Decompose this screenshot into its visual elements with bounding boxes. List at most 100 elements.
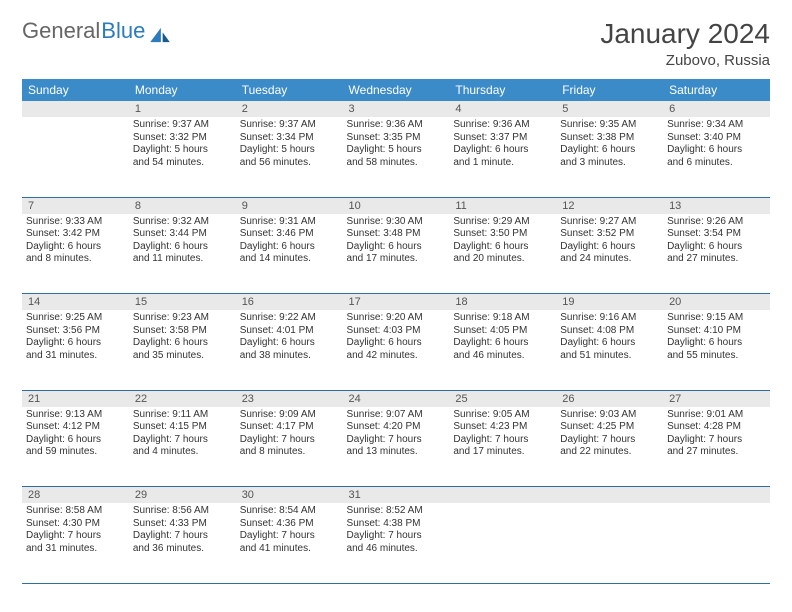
day-cell: Sunrise: 8:56 AMSunset: 4:33 PMDaylight:… xyxy=(129,503,236,583)
day-info-line: Daylight: 6 hours xyxy=(133,241,232,254)
day-number: 24 xyxy=(343,390,450,407)
day-info-line: Sunset: 4:28 PM xyxy=(667,421,766,434)
day-info-line: Sunrise: 9:26 AM xyxy=(667,216,766,229)
day-info-line: Sunset: 4:01 PM xyxy=(240,325,339,338)
day-info-line: Sunrise: 9:36 AM xyxy=(453,119,552,132)
day-cell: Sunrise: 9:30 AMSunset: 3:48 PMDaylight:… xyxy=(343,214,450,294)
day-info-line: Sunset: 4:10 PM xyxy=(667,325,766,338)
day-cell: Sunrise: 9:36 AMSunset: 3:35 PMDaylight:… xyxy=(343,117,450,197)
day-info-line: Sunrise: 9:37 AM xyxy=(240,119,339,132)
day-info-line: Sunset: 3:46 PM xyxy=(240,228,339,241)
calendar-table: Sunday Monday Tuesday Wednesday Thursday… xyxy=(22,79,770,584)
day-info-line: and 4 minutes. xyxy=(133,446,232,459)
day-info-line: Sunrise: 9:05 AM xyxy=(453,409,552,422)
day-info-line: Sunset: 4:30 PM xyxy=(26,518,125,531)
day-info-line: Sunrise: 9:36 AM xyxy=(347,119,446,132)
day-info-line: Sunset: 3:54 PM xyxy=(667,228,766,241)
day-info-line: Sunset: 4:38 PM xyxy=(347,518,446,531)
day-info-line: Sunset: 4:23 PM xyxy=(453,421,552,434)
day-cell: Sunrise: 9:26 AMSunset: 3:54 PMDaylight:… xyxy=(663,214,770,294)
day-number: 30 xyxy=(236,487,343,504)
logo-text-blue: Blue xyxy=(101,18,145,44)
day-info-line: Daylight: 7 hours xyxy=(347,434,446,447)
day-info-line: Daylight: 6 hours xyxy=(133,337,232,350)
day-number: 15 xyxy=(129,294,236,311)
day-info-line: Daylight: 6 hours xyxy=(240,337,339,350)
day-info-line: Daylight: 5 hours xyxy=(133,144,232,157)
day-info-line: Sunset: 3:38 PM xyxy=(560,132,659,145)
day-info-line: Daylight: 6 hours xyxy=(667,144,766,157)
day-info-line: and 17 minutes. xyxy=(347,253,446,266)
day-number: 29 xyxy=(129,487,236,504)
day-info-line: Sunrise: 8:54 AM xyxy=(240,505,339,518)
day-content-row: Sunrise: 9:33 AMSunset: 3:42 PMDaylight:… xyxy=(22,214,770,294)
day-info-line: and 3 minutes. xyxy=(560,157,659,170)
title-block: January 2024 Zubovo, Russia xyxy=(600,18,770,69)
day-cell: Sunrise: 9:36 AMSunset: 3:37 PMDaylight:… xyxy=(449,117,556,197)
weekday-header-row: Sunday Monday Tuesday Wednesday Thursday… xyxy=(22,79,770,101)
day-number: 31 xyxy=(343,487,450,504)
day-info-line: Sunset: 3:48 PM xyxy=(347,228,446,241)
day-info-line: and 1 minute. xyxy=(453,157,552,170)
day-info-line: and 51 minutes. xyxy=(560,350,659,363)
day-cell: Sunrise: 9:37 AMSunset: 3:32 PMDaylight:… xyxy=(129,117,236,197)
day-info-line: Sunrise: 9:29 AM xyxy=(453,216,552,229)
day-cell xyxy=(22,117,129,197)
logo-sail-icon xyxy=(149,23,171,39)
day-info-line: Sunrise: 9:37 AM xyxy=(133,119,232,132)
day-content-row: Sunrise: 9:37 AMSunset: 3:32 PMDaylight:… xyxy=(22,117,770,197)
day-info-line: and 6 minutes. xyxy=(667,157,766,170)
day-info-line: Sunrise: 9:20 AM xyxy=(347,312,446,325)
day-cell: Sunrise: 9:29 AMSunset: 3:50 PMDaylight:… xyxy=(449,214,556,294)
day-number xyxy=(556,487,663,504)
header: GeneralBlue January 2024 Zubovo, Russia xyxy=(22,18,770,69)
day-number: 4 xyxy=(449,101,556,117)
day-info-line: Sunrise: 9:32 AM xyxy=(133,216,232,229)
day-info-line: Sunset: 4:03 PM xyxy=(347,325,446,338)
day-info-line: Sunset: 3:34 PM xyxy=(240,132,339,145)
day-info-line: and 14 minutes. xyxy=(240,253,339,266)
day-info-line: Sunrise: 9:33 AM xyxy=(26,216,125,229)
day-info-line: Daylight: 6 hours xyxy=(453,144,552,157)
day-info-line: Daylight: 6 hours xyxy=(560,144,659,157)
day-cell: Sunrise: 9:05 AMSunset: 4:23 PMDaylight:… xyxy=(449,407,556,487)
day-info-line: Sunrise: 8:52 AM xyxy=(347,505,446,518)
day-info-line: Sunset: 3:40 PM xyxy=(667,132,766,145)
day-number: 22 xyxy=(129,390,236,407)
day-number: 16 xyxy=(236,294,343,311)
day-number: 23 xyxy=(236,390,343,407)
day-info-line: and 56 minutes. xyxy=(240,157,339,170)
page-title: January 2024 xyxy=(600,18,770,50)
day-info-line: Daylight: 6 hours xyxy=(26,434,125,447)
day-info-line: Sunrise: 9:15 AM xyxy=(667,312,766,325)
day-content-row: Sunrise: 8:58 AMSunset: 4:30 PMDaylight:… xyxy=(22,503,770,583)
day-content-row: Sunrise: 9:25 AMSunset: 3:56 PMDaylight:… xyxy=(22,310,770,390)
day-info-line: Sunset: 4:36 PM xyxy=(240,518,339,531)
day-info-line: and 17 minutes. xyxy=(453,446,552,459)
day-info-line: Sunrise: 9:25 AM xyxy=(26,312,125,325)
day-number: 12 xyxy=(556,197,663,214)
day-cell: Sunrise: 9:20 AMSunset: 4:03 PMDaylight:… xyxy=(343,310,450,390)
day-cell: Sunrise: 9:13 AMSunset: 4:12 PMDaylight:… xyxy=(22,407,129,487)
day-cell: Sunrise: 9:16 AMSunset: 4:08 PMDaylight:… xyxy=(556,310,663,390)
day-info-line: Sunset: 4:33 PM xyxy=(133,518,232,531)
day-info-line: and 31 minutes. xyxy=(26,350,125,363)
day-info-line: Sunrise: 9:03 AM xyxy=(560,409,659,422)
location-label: Zubovo, Russia xyxy=(600,52,770,69)
day-number-row: 14151617181920 xyxy=(22,294,770,311)
day-cell: Sunrise: 9:25 AMSunset: 3:56 PMDaylight:… xyxy=(22,310,129,390)
day-info-line: Sunset: 4:17 PM xyxy=(240,421,339,434)
day-info-line: and 11 minutes. xyxy=(133,253,232,266)
day-info-line: Sunset: 4:15 PM xyxy=(133,421,232,434)
day-info-line: Daylight: 6 hours xyxy=(453,241,552,254)
day-info-line: Daylight: 6 hours xyxy=(453,337,552,350)
day-info-line: Sunrise: 9:34 AM xyxy=(667,119,766,132)
weekday-header: Thursday xyxy=(449,79,556,101)
day-info-line: Sunrise: 9:01 AM xyxy=(667,409,766,422)
day-info-line: Daylight: 6 hours xyxy=(26,241,125,254)
day-number: 13 xyxy=(663,197,770,214)
day-info-line: Daylight: 6 hours xyxy=(667,241,766,254)
day-info-line: Daylight: 7 hours xyxy=(667,434,766,447)
day-number xyxy=(449,487,556,504)
day-cell: Sunrise: 9:01 AMSunset: 4:28 PMDaylight:… xyxy=(663,407,770,487)
